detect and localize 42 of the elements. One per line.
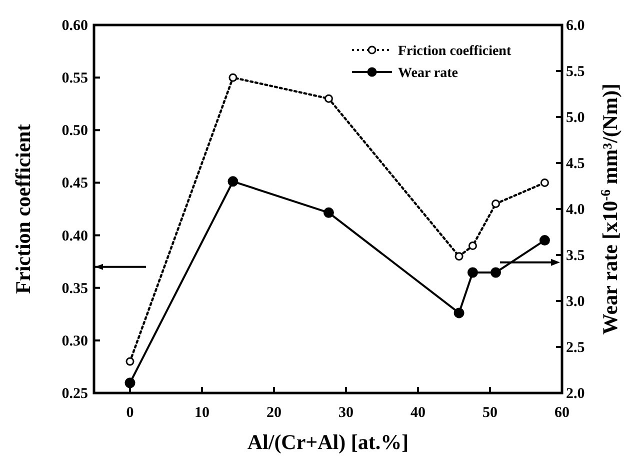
y-tick-label: 0.35	[62, 280, 88, 297]
y-tick-label: 0.60	[62, 18, 88, 34]
point	[539, 235, 550, 246]
y-tick-label: 0.55	[62, 70, 88, 87]
y-axis-title: Friction coefficient	[11, 124, 35, 294]
point	[323, 207, 334, 218]
y-tick-label: 0.40	[62, 228, 88, 244]
y2-tick-label: 3.5	[566, 248, 585, 264]
y2-tick-label: 3.0	[566, 294, 585, 310]
y-tick-label: 0.50	[62, 123, 88, 140]
x-tick-label: 10	[194, 405, 210, 421]
y2-tick-label: 5.5	[566, 64, 585, 80]
x-tick-label: 0	[126, 405, 134, 421]
point	[228, 176, 238, 187]
point	[492, 199, 500, 208]
y2-tick-label: 5.0	[566, 110, 585, 126]
point	[467, 267, 478, 278]
y2-tick-label: 2.0	[566, 386, 585, 402]
y2-tick-label: 6.0	[566, 18, 585, 34]
y-tick-label: 0.30	[62, 333, 88, 350]
x-tick-label: 20	[266, 405, 282, 421]
point	[124, 378, 136, 388]
point	[540, 178, 549, 187]
point	[490, 267, 502, 278]
point	[126, 357, 134, 366]
x-tick-label: 40	[410, 405, 426, 421]
y-tick-label: 0.45	[62, 176, 88, 192]
x-tick-label: 50	[482, 405, 498, 421]
y-tick-label: 0.25	[62, 386, 88, 402]
point	[454, 252, 464, 261]
point	[228, 73, 238, 82]
point	[324, 94, 333, 103]
point	[468, 242, 477, 250]
x-tick-label: 30	[338, 405, 354, 421]
legend-label: Friction coefficient	[398, 44, 512, 59]
x-tick-label: 60	[554, 405, 570, 421]
point	[454, 308, 464, 318]
y2-tick-label: 4.5	[566, 156, 585, 172]
y2-tick-label: 4.0	[566, 202, 585, 218]
y2-tick-label: 2.5	[566, 340, 585, 356]
legend-label: Wear rate	[398, 66, 458, 81]
x-axis-title: Al/(Cr+Al) [at.%]	[247, 430, 409, 454]
